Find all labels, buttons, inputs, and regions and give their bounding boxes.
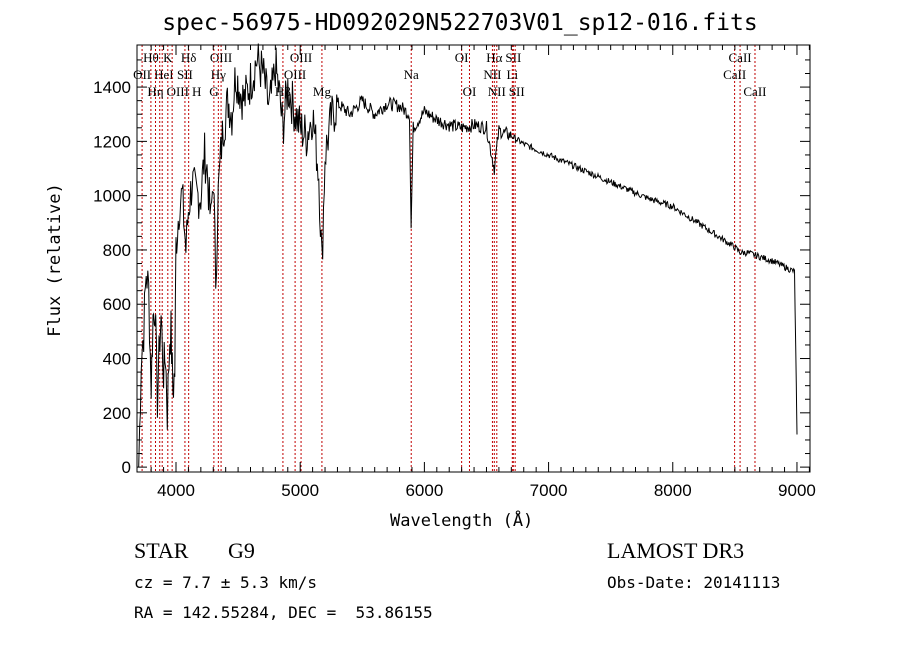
x-tick-label: 4000 — [157, 481, 195, 500]
spectral-line-label: OIII — [290, 50, 312, 65]
spectral-line-label: CaII — [743, 84, 766, 99]
y-tick-label: 400 — [103, 350, 131, 369]
spectral-line-label: Na — [404, 67, 419, 82]
y-tick-label: 0 — [122, 458, 131, 477]
spectral-line-label: Hγ — [211, 67, 226, 82]
spectral-line-label: OIII — [210, 50, 232, 65]
spectral-line-label: CaII — [723, 67, 746, 82]
spectral-line-label: OI — [455, 50, 469, 65]
x-tick-label: 6000 — [405, 481, 443, 500]
chart-title: spec-56975-HD092029N522703V01_sp12-016.f… — [162, 10, 758, 36]
spectral-line-label: SII — [505, 50, 521, 65]
spectral-line-label: NII — [488, 84, 506, 99]
spectral-line-label: OIII — [284, 67, 306, 82]
x-tick-label: 9000 — [778, 481, 816, 500]
object-class: STAR — [134, 538, 189, 563]
spectral-line-label: Mg — [313, 84, 332, 99]
obs-date: Obs-Date: 20141113 — [607, 573, 781, 592]
spectral-line-label: NII — [483, 67, 501, 82]
spectral-line-label: Hβ — [275, 84, 291, 99]
spectral-line-label: CaII — [729, 50, 752, 65]
plot-frame — [136, 44, 811, 473]
y-tick-label: 800 — [103, 241, 131, 260]
spectrum-line — [138, 43, 798, 468]
spectral-line-label: SII — [509, 84, 525, 99]
ra-dec: RA = 142.55284, DEC = 53.86155 — [134, 603, 433, 622]
spectral-line-label: OI — [463, 84, 477, 99]
object-subclass: G9 — [228, 538, 255, 563]
y-axis-label: Flux (relative) — [45, 183, 65, 337]
x-tick-label: 8000 — [654, 481, 692, 500]
spectral-line-label: SII — [177, 67, 193, 82]
spectral-line-label: OII — [133, 67, 151, 82]
y-tick-label: 1200 — [93, 132, 131, 151]
spectral-line-label: K — [163, 50, 173, 65]
spectral-line-label: HeI — [154, 67, 174, 82]
spectral-line-label: Hη — [147, 84, 163, 99]
spectral-line-label: Hθ — [143, 50, 159, 65]
spectral-line-label: OIII — [167, 84, 189, 99]
y-tick-label: 1000 — [93, 187, 131, 206]
spectral-line-label: G — [209, 84, 218, 99]
spectral-line-label: H — [192, 84, 201, 99]
survey-name: LAMOST DR3 — [607, 538, 745, 563]
y-tick-label: 200 — [103, 404, 131, 423]
x-tick-label: 7000 — [530, 481, 568, 500]
x-axis-label: Wavelength (Å) — [390, 511, 534, 531]
spectral-line-label: Li — [507, 67, 519, 82]
spectral-line-label: Hδ — [181, 50, 197, 65]
spectral-line-label: Hα — [486, 50, 502, 65]
redshift-cz: cz = 7.7 ± 5.3 km/s — [134, 573, 318, 592]
x-tick-label: 5000 — [281, 481, 319, 500]
y-tick-label: 600 — [103, 295, 131, 314]
y-tick-label: 1400 — [93, 78, 131, 97]
